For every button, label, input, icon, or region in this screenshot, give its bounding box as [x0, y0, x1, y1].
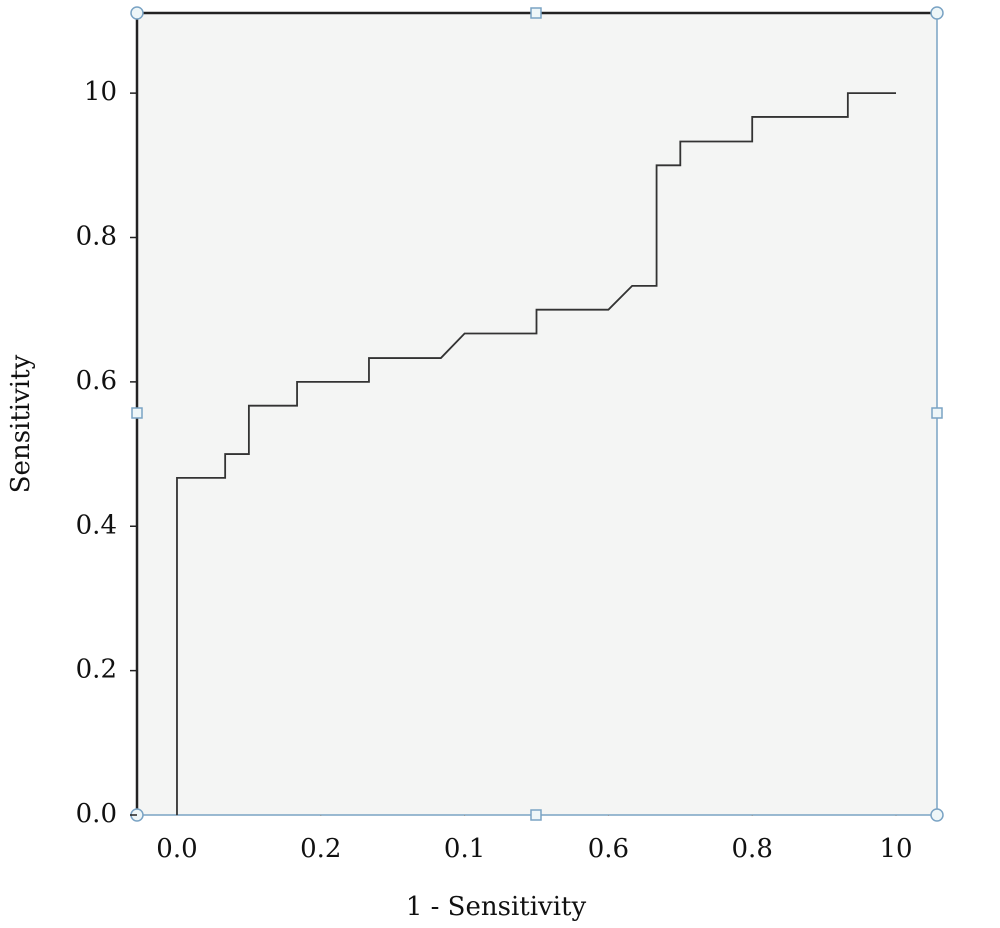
y-tick-label: 0.4: [76, 510, 117, 540]
x-tick-label: 0.1: [444, 834, 485, 864]
y-tick-label: 0.2: [76, 655, 117, 685]
y-tick-label: 0.8: [76, 222, 117, 252]
x-tick-label: 10: [879, 834, 912, 864]
selection-handles: [130, 6, 944, 822]
x-tick-label: 0.0: [156, 834, 197, 864]
handle: [530, 809, 542, 821]
x-axis-label: 1 - Sensitivity: [406, 892, 587, 922]
handle: [930, 808, 944, 822]
y-tick-label: 0.6: [76, 366, 117, 396]
handle: [131, 407, 143, 419]
handle: [530, 7, 542, 19]
handle: [130, 6, 144, 20]
handle: [930, 6, 944, 20]
y-axis-label: Sensitivity: [6, 354, 36, 493]
handle: [931, 407, 943, 419]
x-tick-label: 0.6: [588, 834, 629, 864]
y-tick-label: 10: [84, 77, 117, 107]
plot-area: [136, 12, 938, 816]
x-tick-label: 0.8: [732, 834, 773, 864]
y-tick-label: 0.0: [76, 799, 117, 829]
roc-line: [176, 92, 897, 815]
x-tick-label: 0.2: [300, 834, 341, 864]
